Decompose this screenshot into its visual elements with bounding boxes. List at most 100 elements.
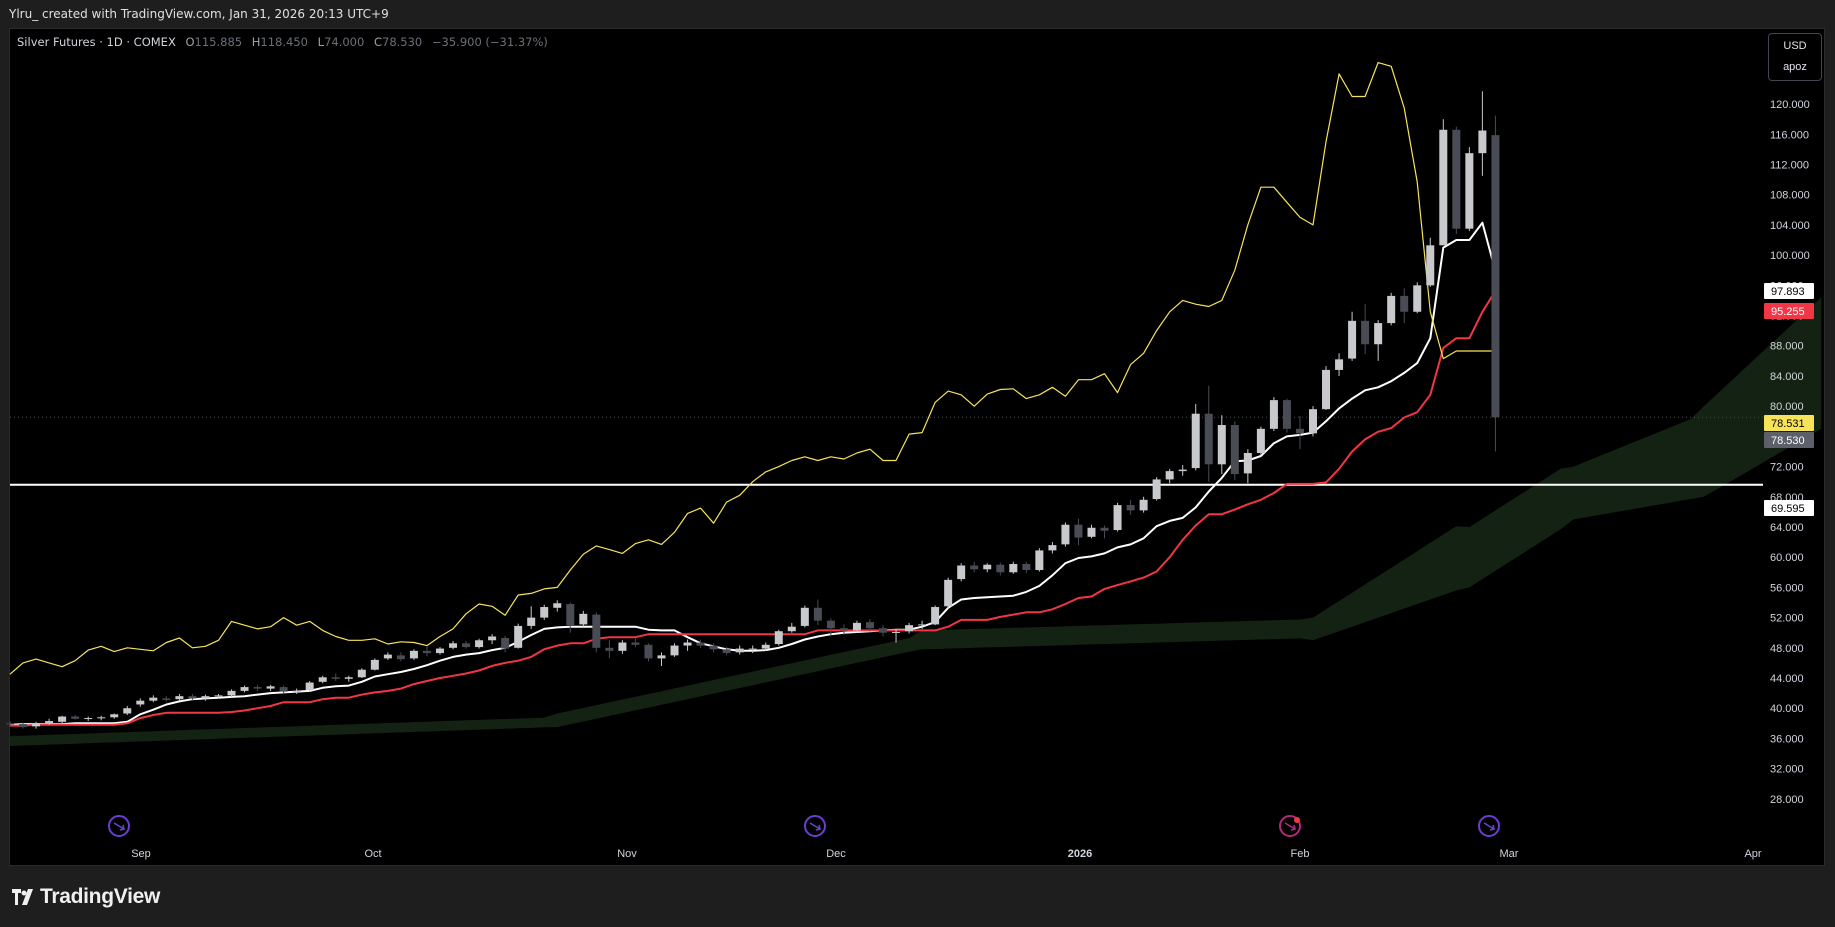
change-value: −35.900 (−31.37%) [431,35,548,49]
candle-body [540,607,549,618]
notification-dot [1294,817,1300,823]
candle-body [1126,505,1135,511]
candle-body [45,721,54,724]
price-label-tag [1764,283,1814,299]
y-axis-tick-label: 40.000 [1770,703,1804,715]
candle-body [58,716,67,722]
candle-body [683,642,692,646]
candle-body [1426,245,1435,286]
y-axis-tick-label: 84.000 [1770,371,1804,383]
y-axis-tick-label: 80.000 [1770,401,1804,413]
candle-body [32,723,41,727]
candle-body [1295,428,1304,434]
candle-body [501,638,510,649]
tradingview-logo[interactable]: TradingView [12,883,160,911]
top-bar: Ylru_ created with TradingView.com, Jan … [0,0,1835,28]
y-axis-tick-label: 120.000 [1770,99,1810,111]
candle-body [1217,425,1226,465]
price-label-tag [1764,432,1814,448]
price-label-text: 78.530 [1771,435,1805,447]
candle-body [1100,527,1109,531]
price-label-tag [1764,500,1814,516]
currency-code: USD [1783,40,1807,52]
candle-body [957,565,966,580]
y-axis-tick-label: 60.000 [1770,552,1804,564]
candle-body [266,686,275,689]
candle-body [1009,563,1018,573]
x-axis-tick-label: 2026 [1068,848,1092,860]
dividend-event-icon-glyph [809,822,821,831]
candle-body [1256,428,1265,453]
candle-body [292,690,301,692]
candle-body [905,625,914,632]
unit-label: apoz [1783,61,1807,73]
candle-body [1452,129,1461,229]
symbol-name[interactable]: Silver Futures · 1D · COMEX [17,35,176,49]
candle-body [1152,479,1161,500]
low-label: L [317,35,325,49]
y-axis-tick-label: 32.000 [1770,764,1804,776]
candle-body [670,645,679,656]
open-label: O [185,35,195,49]
candle-body [865,622,874,629]
dividend-event-icon-glyph [1483,822,1495,831]
y-axis-tick-label: 48.000 [1770,643,1804,655]
candle-body [201,696,210,699]
candle-body [162,698,171,700]
candle-body [566,604,575,626]
earnings-event-icon-glyph [1284,822,1296,831]
x-axis-tick-label: Sep [131,848,151,860]
candle-body [931,607,940,625]
y-axis-tick-label: 36.000 [1770,733,1804,745]
candle-body [1309,409,1317,434]
candle-body [579,613,588,625]
dividend-event-icon-glyph [113,822,125,831]
candle-body [657,655,666,659]
candle-body [514,625,523,648]
candle-body [357,669,366,678]
candle-body [1400,295,1409,312]
candle-body [1269,400,1278,429]
candle-body [1165,471,1174,480]
candle-body [214,695,223,697]
candle-body [1204,413,1213,465]
candle-body [1139,499,1148,511]
candle-body [227,690,236,696]
y-axis-tick-label: 28.000 [1770,794,1804,806]
candle-body [71,716,80,719]
candle-body [409,650,418,659]
candle-body [631,642,640,645]
candle-body [188,696,197,699]
candle-body [722,649,731,654]
candle-body [1074,524,1083,538]
candle-body [1113,505,1122,531]
candle-body [1491,135,1500,418]
candle-body [787,626,796,632]
candle-body [970,565,979,570]
candle-body [97,717,106,719]
candle-body [1191,413,1200,469]
candle-body [618,642,627,651]
x-axis-tick-label: Apr [1744,848,1761,860]
currency-unit-selector[interactable]: USD apoz [1768,33,1822,81]
candle-body [1322,369,1331,410]
candle-body [800,607,809,626]
dividend-event-icon [1478,815,1500,837]
candle-body [475,640,484,648]
candle-body [527,617,536,626]
candle-body [592,614,601,648]
dividend-event-icon [804,815,826,837]
y-axis-tick-label: 108.000 [1770,190,1810,202]
ichimoku-cloud [10,297,1822,746]
candle-body [1035,550,1044,571]
candle-body [644,644,653,659]
x-axis-tick-label: Oct [364,848,381,860]
candle-body [396,655,405,660]
y-axis-tick-label: 56.000 [1770,582,1804,594]
candle-body [1387,295,1396,324]
price-label-text: 95.255 [1771,306,1805,318]
candle-body [149,697,158,701]
price-label-text: 69.595 [1771,503,1805,515]
candle-body [1178,469,1187,472]
